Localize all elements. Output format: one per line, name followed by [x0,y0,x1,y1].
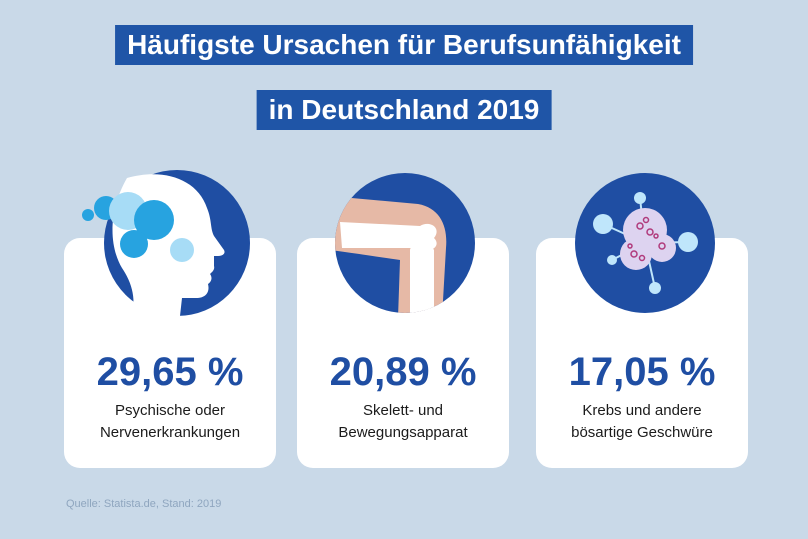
cancer-cell-icon [575,173,715,313]
card-value: 17,05 % [568,350,716,394]
head-brain-icon [82,170,250,316]
card-label: Krebs und andere bösartige Geschwüre [536,400,748,444]
card-value: 20,89 % [329,350,477,394]
card-skelett: 20,89 % Skelett- und Bewegungsapparat [297,238,509,468]
card-label-line-2: bösartige Geschwüre [571,424,713,441]
title-line-2: in Deutschland 2019 [256,90,552,130]
card-label-line-1: Skelett- und [362,402,444,419]
knee-bone-icon [335,173,475,313]
source-note: Quelle: Statista.de, Stand: 2019 [66,498,222,510]
card-label-line-1: Psychische oder [114,402,226,419]
card-label: Psychische oder Nervenerkrankungen [64,400,276,444]
card-label-line-2: Bewegungsapparat [338,424,468,441]
card-label: Skelett- und Bewegungsapparat [297,400,509,444]
card-label-line-1: Krebs und andere [582,402,702,419]
card-label-line-2: Nervenerkrankungen [99,424,241,441]
card-value: 29,65 % [96,350,244,394]
title-line-1: Häufigste Ursachen für Berufsunfähigkeit [115,25,693,65]
